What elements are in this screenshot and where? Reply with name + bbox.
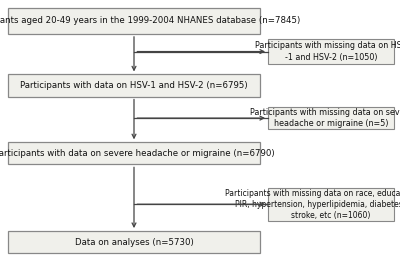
Text: Participants with missing data on HSV
-1 and HSV-2 (n=1050): Participants with missing data on HSV -1… bbox=[255, 41, 400, 62]
Text: Participants with data on severe headache or migraine (n=6790): Participants with data on severe headach… bbox=[0, 149, 274, 158]
Text: Participants with data on HSV-1 and HSV-2 (n=6795): Participants with data on HSV-1 and HSV-… bbox=[20, 81, 248, 90]
FancyBboxPatch shape bbox=[8, 74, 260, 97]
FancyBboxPatch shape bbox=[268, 107, 394, 129]
Text: Participants with missing data on severe
headache or migraine (n=5): Participants with missing data on severe… bbox=[250, 108, 400, 128]
FancyBboxPatch shape bbox=[268, 188, 394, 221]
FancyBboxPatch shape bbox=[268, 39, 394, 64]
Text: Participants aged 20-49 years in the 1999-2004 NHANES database (n=7845): Participants aged 20-49 years in the 199… bbox=[0, 16, 300, 25]
Text: Data on analyses (n=5730): Data on analyses (n=5730) bbox=[75, 238, 193, 247]
FancyBboxPatch shape bbox=[8, 231, 260, 253]
Text: Participants with missing data on race, education, BMI,
PIR, hypertension, hyper: Participants with missing data on race, … bbox=[225, 189, 400, 220]
FancyBboxPatch shape bbox=[8, 142, 260, 164]
FancyBboxPatch shape bbox=[8, 8, 260, 34]
